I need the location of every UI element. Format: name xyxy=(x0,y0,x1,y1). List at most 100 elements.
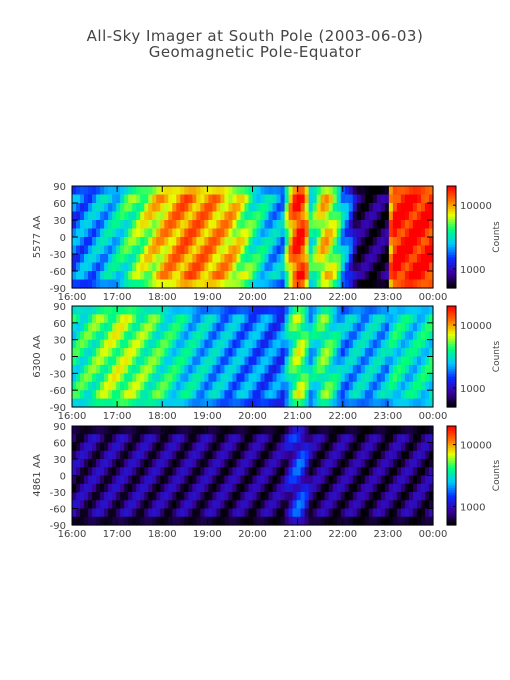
heatmap-cell xyxy=(284,492,290,501)
heatmap-cell xyxy=(272,364,278,374)
heatmap-cell xyxy=(196,186,201,196)
heatmap-cell xyxy=(124,203,129,213)
heatmap-cell xyxy=(388,254,394,264)
heatmap-cell xyxy=(296,186,302,196)
heatmap-cell xyxy=(308,339,314,349)
heatmap-cell xyxy=(264,356,270,366)
heatmap-cell xyxy=(384,331,390,341)
heatmap-cell xyxy=(112,398,117,408)
heatmap-cell xyxy=(136,254,141,264)
heatmap-cell xyxy=(312,381,318,391)
heatmap-cell xyxy=(84,306,89,316)
heatmap-cell xyxy=(352,434,358,444)
heatmap-cell xyxy=(388,356,394,366)
heatmap-cell xyxy=(264,467,270,477)
colorbar-swatch xyxy=(447,512,456,516)
colorbar-swatch xyxy=(447,371,456,375)
heatmap-cell xyxy=(136,492,141,501)
heatmap-cell xyxy=(400,237,406,247)
heatmap-cell xyxy=(400,254,406,264)
heatmap-cell xyxy=(132,194,137,204)
heatmap-cell xyxy=(224,245,230,255)
heatmap-cell xyxy=(396,220,402,230)
heatmap-cell xyxy=(408,516,414,526)
heatmap-cell xyxy=(344,398,350,408)
heatmap-cell xyxy=(344,220,350,230)
heatmap-cell xyxy=(84,450,89,460)
heatmap-cell xyxy=(260,459,266,468)
heatmap-cell xyxy=(404,483,410,493)
heatmap-cell xyxy=(252,475,258,485)
heatmap-cell xyxy=(252,373,258,383)
heatmap-cell xyxy=(260,194,266,204)
heatmap-cell xyxy=(240,279,246,289)
heatmap-cell xyxy=(248,271,254,281)
heatmap-cell xyxy=(376,331,382,341)
heatmap-cell xyxy=(76,442,81,452)
heatmap-cell xyxy=(232,356,238,366)
heatmap-cell xyxy=(172,203,177,213)
heatmap-cell xyxy=(72,373,77,383)
heatmap-cell xyxy=(188,450,193,460)
heatmap-cell xyxy=(140,500,145,510)
heatmap-cell xyxy=(328,194,334,204)
heatmap-cell xyxy=(252,211,258,221)
heatmap-cell xyxy=(368,306,374,316)
heatmap-cell xyxy=(152,467,157,477)
heatmap-cell xyxy=(80,442,85,452)
heatmap-cell xyxy=(272,373,278,383)
heatmap-cell xyxy=(280,500,286,510)
heatmap-cell xyxy=(244,459,250,468)
heatmap-cell xyxy=(392,194,398,204)
heatmap-cell xyxy=(356,483,362,493)
heatmap-cell xyxy=(196,390,201,400)
heatmap-cell xyxy=(340,211,346,221)
heatmap-cell xyxy=(364,306,370,316)
heatmap-cell xyxy=(328,442,334,452)
heatmap-cell xyxy=(176,245,181,255)
heatmap-cell xyxy=(192,306,197,316)
heatmap-cell xyxy=(80,348,85,358)
heatmap-cell xyxy=(116,228,121,238)
heatmap-cell xyxy=(300,475,306,485)
heatmap-cell xyxy=(292,237,298,247)
heatmap-cell xyxy=(356,306,362,316)
heatmap-cell xyxy=(128,373,133,383)
heatmap-cell xyxy=(344,442,350,452)
heatmap-cell xyxy=(420,426,426,435)
heatmap-cell xyxy=(192,228,197,238)
heatmap-cell xyxy=(188,186,193,196)
heatmap-cell xyxy=(384,434,390,444)
heatmap-cell xyxy=(296,356,302,366)
colorbar-swatch xyxy=(447,226,456,230)
heatmap-cell xyxy=(84,508,89,518)
heatmap-cell xyxy=(400,508,406,518)
heatmap-cell xyxy=(260,279,266,289)
heatmap-cell xyxy=(80,434,85,444)
heatmap-cell xyxy=(96,475,101,485)
heatmap-cell xyxy=(120,211,125,221)
heatmap-cell xyxy=(96,314,101,324)
heatmap-cell xyxy=(224,381,230,391)
heatmap-cell xyxy=(176,483,181,493)
heatmap-cell xyxy=(376,500,382,510)
heatmap-cell xyxy=(320,516,326,526)
heatmap-cell xyxy=(424,450,430,460)
heatmap-cell xyxy=(376,279,382,289)
heatmap-cell xyxy=(100,434,105,444)
heatmap-cell xyxy=(312,194,318,204)
heatmap-cell xyxy=(312,356,318,366)
heatmap-cell xyxy=(264,398,270,408)
heatmap-cell xyxy=(168,516,173,526)
heatmap-cell xyxy=(76,426,81,435)
heatmap-cell xyxy=(164,245,169,255)
heatmap-cell xyxy=(172,516,177,526)
heatmap-cell xyxy=(276,194,282,204)
heatmap-cell xyxy=(136,516,141,526)
heatmap-cell xyxy=(412,364,418,374)
heatmap-cell xyxy=(100,381,105,391)
heatmap-cell xyxy=(104,279,109,289)
heatmap-cell xyxy=(220,381,226,391)
heatmap-cell xyxy=(128,220,133,230)
heatmap-cell xyxy=(100,508,105,518)
